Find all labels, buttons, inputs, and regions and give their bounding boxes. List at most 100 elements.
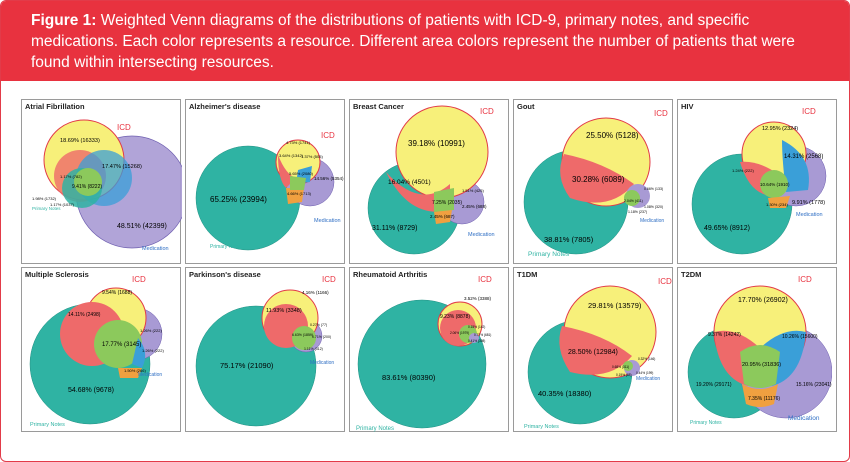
region-label: 16.04% (4501) [388, 179, 431, 186]
icd-label: ICD [480, 107, 494, 116]
region-label: 1.51% (425) [462, 188, 484, 193]
notes-label: Primary Notes [356, 426, 394, 432]
region-label: 19.20% (29171) [696, 382, 732, 388]
region-label: 83.61% (80390) [382, 373, 436, 382]
region-label: 17.47% (15268) [102, 164, 142, 170]
panel-title: Multiple Sclerosis [25, 270, 89, 279]
medication-label: Medication [314, 218, 341, 224]
region-label: 1.98% (1732) [32, 196, 57, 201]
venn-diagram: ICD 3.52% (3388) 9.23% (8878) 0.15% (142… [356, 275, 492, 432]
region-label: 30.28% (6089) [572, 175, 625, 184]
region-label: 0.68% (311) [612, 365, 629, 369]
venn-panel-atrial-fibrillation: ICD 18.69% (16333) 17.47% (15268) 1.17% … [21, 99, 182, 264]
notes-label: Primary Notes [210, 244, 242, 250]
region-label: 20.95% (31836) [742, 362, 781, 368]
icd-label: ICD [132, 275, 146, 284]
region-label: 14.11% (2498) [68, 312, 101, 318]
region-label: 2.06% (1979) [450, 331, 469, 335]
region-label: 39.18% (10991) [408, 139, 465, 148]
panel-title: HIV [681, 102, 694, 111]
icd-label: ICD [117, 123, 131, 132]
venn-diagram: ICD 4.73% (1741) 3.64% (1342) 1.37% (505… [195, 131, 344, 251]
icd-label: ICD [654, 109, 668, 118]
icd-label: ICD [658, 277, 672, 286]
venn-panel-hiv: ICD 12.95% (2324) 14.31% (2568) 1.24% (2… [677, 99, 837, 264]
region-label: 48.51% (42399) [117, 223, 167, 230]
region-label: 14.31% (2568) [784, 154, 823, 160]
region-label: 1.18% (237) [628, 210, 647, 214]
icd-label: ICD [478, 275, 492, 284]
region-label: 1.50% (266) [124, 368, 146, 373]
icd-label: ICD [321, 131, 335, 140]
medication-label: Medication [796, 212, 823, 218]
region-label: 65.25% (23994) [210, 195, 267, 204]
panel-title: Breast Cancer [353, 102, 404, 111]
panel-title: Atrial Fibrillation [25, 102, 85, 111]
region-label: 0.41% (398) [468, 339, 485, 343]
medication-label: Medication [310, 360, 334, 366]
icd-label: ICD [798, 275, 812, 284]
region-label: 4.16% (1166) [302, 290, 329, 295]
region-label: 1.26% (222) [140, 328, 162, 333]
medication-label: Medication [468, 232, 495, 238]
venn-diagram: ICD 4.16% (1166) 11.93% (3348) 0.27% (77… [195, 275, 336, 427]
region-label: 40.35% (18380) [538, 389, 592, 398]
region-label: 0.71% (681) [474, 333, 491, 337]
region-label: 0.66% (133) [644, 187, 663, 191]
region-label: 1.26% (222) [142, 348, 164, 353]
venn-panel-gout: ICD 25.50% (5128) 30.28% (6089) 0.66% (1… [513, 99, 673, 264]
venn-diagram: ICD 18.69% (16333) 17.47% (15268) 1.17% … [32, 119, 182, 252]
region-label: 0.32% (146) [638, 357, 655, 361]
region-label: 3.52% (3388) [464, 296, 492, 301]
notes-label: Primary Notes [32, 206, 61, 211]
region-label: 17.70% (26902) [738, 297, 788, 304]
region-label: 11.93% (3348) [266, 308, 302, 314]
region-label: 75.17% (21090) [220, 361, 274, 370]
icd-label: ICD [802, 107, 816, 116]
panel-title: Parkinson's disease [189, 270, 261, 279]
medication-label: Medication [142, 246, 169, 252]
region-label: 0.15% (142) [468, 325, 485, 329]
region-label: 0.27% (77) [310, 323, 327, 327]
region-label: 1.08% (320) [644, 205, 663, 209]
region-label: 18.69% (16333) [60, 138, 100, 144]
region-label: 10.26% (15600) [782, 334, 818, 340]
region-label: 1.30% (234) [766, 202, 788, 207]
region-label: 1.37% (505) [301, 154, 323, 159]
region-label: 38.81% (7805) [544, 235, 594, 244]
panel-title: T2DM [681, 270, 702, 279]
panel-title: Rheumatoid Arthritis [353, 270, 428, 279]
region-label: 7.25% (2035) [432, 200, 462, 206]
region-label: 0.44% (199) [636, 371, 653, 375]
panel-title: T1DM [517, 270, 538, 279]
region-label: 4.66% (1713) [287, 191, 312, 196]
region-label: 9.91% (1778) [792, 200, 825, 206]
region-label: 15.16% (23041) [796, 382, 832, 388]
notes-label: Primary Notes [30, 422, 65, 428]
region-label: 0.71% (200) [312, 335, 331, 339]
region-label: 5.65% (2080) [289, 171, 314, 176]
icd-label: ICD [322, 275, 336, 284]
venn-diagram: ICD 17.70% (26902) 9.37% (14242) 10.26% … [687, 275, 832, 426]
venn-diagram: ICD 39.18% (10991) 16.04% (4501) 1.51% (… [367, 105, 495, 255]
region-label: 12.95% (2324) [762, 126, 798, 132]
region-label: 7.35% (11176) [748, 396, 780, 402]
medication-label: Medication [636, 376, 660, 382]
region-label: 9.41% (8222) [72, 184, 102, 190]
figure-caption: Figure 1: Weighted Venn diagrams of the … [31, 10, 831, 73]
venn-panel-t1dm: ICD 29.81% (13579) 28.50% (12984) 0.32% … [513, 267, 673, 432]
venn-panel-alzheimers: ICD 4.73% (1741) 3.64% (1342) 1.37% (505… [185, 99, 345, 264]
region-label: 54.68% (9678) [68, 387, 114, 394]
region-label: 9.23% (8878) [440, 314, 470, 320]
region-label: 9.54% (1688) [102, 290, 132, 296]
region-label: 2.04% (411) [624, 199, 643, 203]
region-label: 6.63% (1859) [292, 333, 313, 337]
region-label: 9.37% (14242) [708, 332, 741, 338]
region-label: 1.17% (1037) [50, 202, 75, 207]
region-label: 1.24% (222) [732, 168, 754, 173]
region-label: 1.11% (312) [304, 347, 323, 351]
medication-label: Medication [640, 218, 664, 224]
medication-label: Medication [788, 415, 820, 422]
region-label: 10.64% (1910) [760, 182, 790, 187]
venn-panel-breast-cancer: ICD 39.18% (10991) 16.04% (4501) 1.51% (… [349, 99, 509, 264]
